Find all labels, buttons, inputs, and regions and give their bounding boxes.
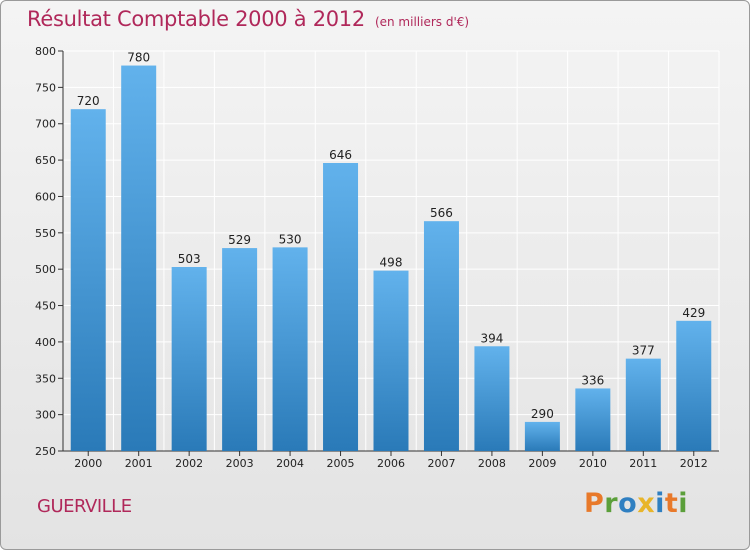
x-tick-label: 2007 — [427, 457, 455, 470]
data-label: 498 — [380, 256, 403, 270]
x-tick-label: 2001 — [125, 457, 153, 470]
data-label: 503 — [178, 252, 201, 266]
y-tick-label: 650 — [35, 154, 56, 167]
bar — [323, 163, 359, 451]
y-tick-label: 450 — [35, 300, 56, 313]
data-label: 290 — [531, 407, 554, 421]
y-tick-label: 400 — [35, 336, 56, 349]
bar — [676, 320, 712, 451]
logo-letter: x — [637, 488, 656, 519]
data-label: 780 — [127, 51, 150, 65]
bar — [121, 65, 157, 451]
x-tick-label: 2011 — [629, 457, 657, 470]
data-label: 566 — [430, 206, 453, 220]
data-label: 377 — [632, 344, 655, 358]
logo-letter: i — [655, 488, 665, 519]
y-tick-label: 600 — [35, 190, 56, 203]
y-tick-label: 700 — [35, 118, 56, 131]
y-tick-label: 800 — [35, 45, 56, 58]
data-label: 720 — [77, 94, 100, 108]
data-label: 529 — [228, 233, 251, 247]
bar — [70, 109, 106, 451]
logo-letter: t — [664, 488, 679, 519]
city-name: GUERVILLE — [37, 496, 132, 517]
bars — [70, 65, 712, 451]
x-tick-label: 2008 — [478, 457, 506, 470]
bar — [272, 247, 308, 451]
logo-letter: r — [604, 488, 619, 519]
bar — [575, 388, 611, 451]
proxiti-logo: Proxiti — [584, 488, 688, 519]
bar — [423, 221, 459, 451]
data-label: 429 — [682, 306, 705, 320]
labels: 250 300 350 400 450 500 550 600 650 700 750 800 720 2… — [35, 45, 708, 470]
y-tick-label: 500 — [35, 263, 56, 276]
x-tick-label: 2012 — [680, 457, 708, 470]
y-tick-label: 750 — [35, 81, 56, 94]
data-label: 394 — [480, 331, 503, 345]
data-label: 336 — [581, 373, 604, 387]
chart-header: Résultat Comptable 2000 à 2012 (en millie… — [27, 7, 469, 31]
x-tick-label: 2010 — [579, 457, 607, 470]
bar — [222, 248, 258, 451]
bar — [474, 346, 510, 451]
bar — [625, 358, 661, 451]
x-tick-label: 2002 — [175, 457, 203, 470]
x-tick-label: 2000 — [74, 457, 102, 470]
y-tick-label: 300 — [35, 409, 56, 422]
y-tick-label: 250 — [35, 445, 56, 458]
logo-letter: i — [678, 488, 689, 519]
y-tick-label: 550 — [35, 227, 56, 240]
data-label: 530 — [279, 232, 302, 246]
logo-letter: P — [584, 488, 605, 519]
chart-title: Résultat Comptable 2000 à 2012 — [27, 7, 365, 31]
logo-letter: o — [618, 488, 638, 519]
bar — [524, 421, 560, 451]
bar — [373, 270, 409, 451]
y-tick-label: 350 — [35, 372, 56, 385]
x-tick-label: 2003 — [226, 457, 254, 470]
x-tick-label: 2006 — [377, 457, 405, 470]
x-tick-label: 2004 — [276, 457, 304, 470]
chart-subtitle: (en milliers d'€) — [374, 15, 470, 29]
x-tick-label: 2009 — [528, 457, 556, 470]
bar — [171, 267, 207, 451]
x-tick-label: 2005 — [327, 457, 355, 470]
data-label: 646 — [329, 148, 352, 162]
